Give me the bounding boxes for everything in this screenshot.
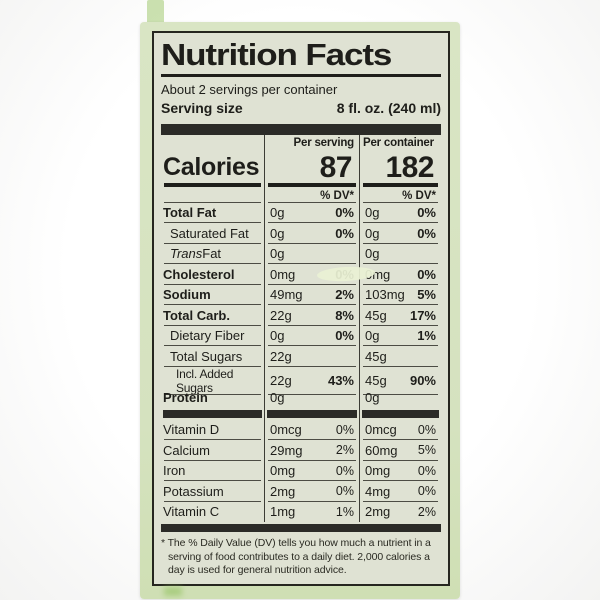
per-container-value: 0mg 0%: [359, 460, 441, 482]
spacer: [161, 135, 264, 151]
calories-per-serving: 87: [319, 150, 353, 184]
per-container-value: 60mg 5%: [359, 440, 441, 461]
vitamin-row-vitamin-c: Vitamin C 1mg 1% 2mg 2%: [161, 501, 441, 523]
per-container-column: Per container 182 % DV*: [359, 134, 441, 203]
per-serving-value: 1mg 1%: [264, 501, 359, 523]
serving-size-value: 8 fl. oz. (240 ml): [336, 99, 441, 116]
bottle-edge: [147, 0, 164, 27]
calories-section: Calories Per serving 87 % DV* Per contai…: [161, 134, 441, 203]
dv-header-serving: % DV*: [265, 187, 359, 203]
serving-size-label: Serving size: [161, 99, 243, 116]
nutrient-name: Vitamin C: [163, 504, 220, 520]
bar-segment-fill: [362, 409, 439, 418]
per-serving-value: 0g: [264, 243, 359, 265]
thick-rule: [363, 182, 438, 187]
per-serving-value: 22g 8%: [264, 305, 359, 326]
per-container-value: 0g 0%: [359, 223, 441, 244]
per-container-value: 45g: [359, 346, 441, 367]
per-serving-value: 0g: [264, 387, 359, 408]
per-serving-value: 22g 43%: [264, 366, 359, 395]
spacer: [161, 187, 264, 203]
dv-header-container: % DV*: [360, 187, 441, 203]
thick-rule: [164, 182, 261, 187]
divider-bar-bottom: [161, 524, 441, 533]
bar-segment: [359, 407, 441, 420]
vitamin-row-potassium: Potassium 2mg 0% 4mg 0%: [161, 481, 441, 502]
nutrient-name: Vitamin D: [161, 420, 264, 441]
nutrient-name: Saturated Fat: [161, 223, 264, 244]
panel-title: Nutrition Facts: [161, 37, 392, 72]
nutrient-row-total-fat: Total Fat 0g 0% 0g 0%: [161, 202, 441, 224]
per-container-value: 0mcg 0%: [359, 419, 441, 441]
nutrient-name: Total Sugars: [161, 346, 264, 367]
thick-rule: [268, 182, 356, 187]
per-serving-value: 29mg 2%: [264, 440, 359, 461]
nutrient-name: Dietary Fiber: [161, 326, 264, 347]
serving-size-row: Serving size 8 fl. oz. (240 ml): [161, 100, 441, 117]
calories-name-column: Calories: [161, 135, 264, 203]
per-serving-value: 2mg 0%: [264, 481, 359, 502]
calories-per-container: 182: [385, 150, 434, 184]
per-container-value: 0g: [359, 243, 441, 265]
nutrition-facts-panel: Nutrition Facts About 2 servings per con…: [152, 31, 450, 587]
bar-segment: [264, 407, 359, 420]
nutrient-name: Incl. Added Sugars: [161, 367, 264, 395]
per-serving-value: 49mg 2%: [264, 284, 359, 306]
nutrient-name: Iron: [161, 461, 264, 482]
daily-value-footnote: * The % Daily Value (DV) tells you how m…: [161, 537, 431, 577]
nutrient-name: Total Fat: [161, 203, 264, 224]
nutrient-row-total-sugars: Total Sugars 22g 45g: [161, 346, 441, 367]
bar-segment-fill: [267, 409, 357, 418]
per-container-value: 0g: [359, 387, 441, 408]
calories-label: Calories: [163, 152, 260, 181]
nutrient-row-sodium: Sodium 49mg 2% 103mg 5%: [161, 284, 441, 306]
nutrient-name: Protein: [163, 389, 208, 405]
nutrient-name: Trans Fat: [161, 244, 264, 265]
bar-segment: [161, 408, 264, 420]
per-container-value: 0g 1%: [359, 325, 441, 347]
per-container-header: Per container: [363, 136, 434, 149]
nutrient-name: Calcium: [161, 440, 264, 461]
per-container-value: 4mg 0%: [359, 481, 441, 502]
divider-bar-middle: [161, 407, 441, 420]
per-container-value: 103mg 5%: [359, 284, 441, 306]
panel-title-block: Nutrition Facts: [161, 37, 441, 77]
nutrient-name: Sodium: [161, 285, 264, 306]
bar-segment-fill: [163, 409, 262, 418]
per-container-value: 45g 90%: [359, 366, 441, 395]
per-serving-value: 0g 0%: [264, 223, 359, 244]
per-serving-value: 0g 0%: [264, 325, 359, 347]
label-rim-smudge: [164, 587, 182, 597]
nutrient-row-saturated-fat: Saturated Fat 0g 0% 0g 0%: [161, 223, 441, 244]
vitamin-row-iron: Iron 0mg 0% 0mg 0%: [161, 460, 441, 482]
nutrient-name: Cholesterol: [161, 264, 264, 285]
per-serving-value: 22g: [264, 346, 359, 367]
per-container-value: 45g 17%: [359, 305, 441, 326]
servings-per-container: About 2 servings per container: [161, 81, 338, 97]
per-container-value: 0g 0%: [359, 202, 441, 224]
nutrient-name: Potassium: [161, 481, 264, 502]
per-serving-value: 0mcg 0%: [264, 419, 359, 441]
per-serving-value: 0g 0%: [264, 202, 359, 224]
nutrient-row-trans-fat: Trans Fat 0g 0g: [161, 243, 441, 265]
per-serving-column: Per serving 87 % DV*: [264, 134, 359, 203]
divider-bar-top: [161, 123, 441, 135]
nutrient-name: Total Carb.: [161, 305, 264, 326]
nutrient-row-protein: Protein 0g 0g: [161, 387, 441, 408]
per-container-value: 2mg 2%: [359, 501, 441, 523]
nutrient-row-dietary-fiber: Dietary Fiber 0g 0% 0g 1%: [161, 325, 441, 347]
nutrient-row-total-carb: Total Carb. 22g 8% 45g 17%: [161, 305, 441, 326]
nutrient-row-added-sugars: Incl. Added Sugars 22g 43% 45g 90%: [161, 366, 441, 395]
vitamin-row-vitamin-d: Vitamin D 0mcg 0% 0mcg 0%: [161, 419, 441, 441]
vitamin-row-calcium: Calcium 29mg 2% 60mg 5%: [161, 440, 441, 461]
nutrition-label: Nutrition Facts About 2 servings per con…: [140, 22, 460, 600]
per-serving-header: Per serving: [293, 136, 355, 149]
